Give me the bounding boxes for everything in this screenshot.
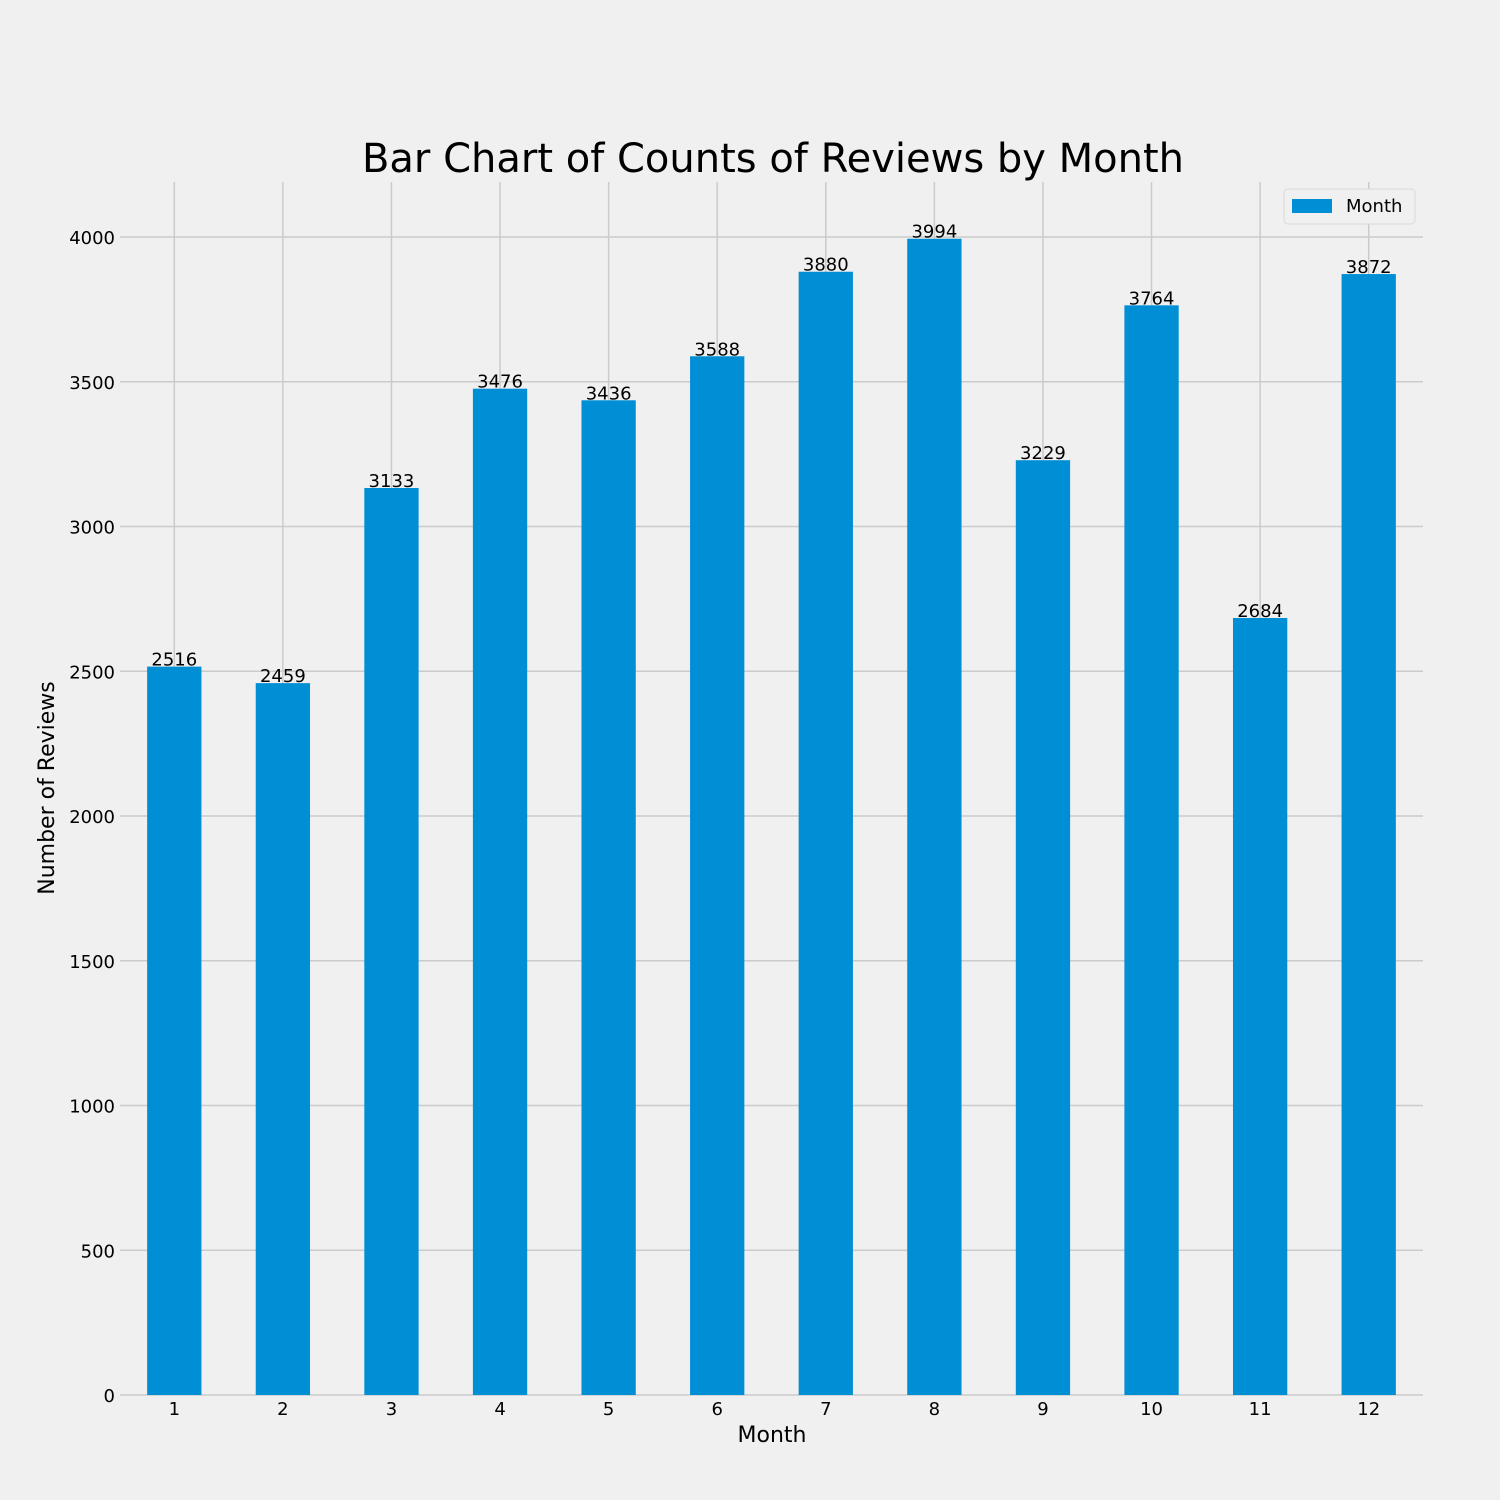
x-tick-label: 1 <box>169 1399 180 1420</box>
bar-value-label: 3229 <box>1020 443 1066 464</box>
data-labels: 2516 2459 3133 3476 3436 3588 3880 3994 3229 3764… <box>151 222 1391 687</box>
bar-value-label: 2516 <box>151 650 197 671</box>
x-tick-label: 5 <box>603 1399 614 1420</box>
bar-month-9 <box>1015 460 1071 1395</box>
y-tick-label: 3000 <box>69 518 115 539</box>
y-tick-label: 1500 <box>69 952 115 973</box>
legend: Month <box>1283 188 1416 225</box>
bar-value-label: 2459 <box>260 666 306 687</box>
bar-month-12 <box>1341 274 1396 1396</box>
y-tick-label: 2500 <box>69 662 115 683</box>
bar-value-label: 3588 <box>694 339 740 360</box>
bar-value-label: 3436 <box>586 383 632 404</box>
y-tick-label: 3500 <box>69 373 115 394</box>
bar-month-6 <box>690 356 745 1395</box>
x-tick-label: 11 <box>1249 1399 1272 1420</box>
bar-month-2 <box>255 683 311 1395</box>
bar-value-label: 2684 <box>1237 601 1283 622</box>
x-tick-label: 2 <box>277 1399 288 1420</box>
y-tick-label: 4000 <box>69 228 115 249</box>
x-tick-label: 9 <box>1037 1399 1048 1420</box>
bar-month-8 <box>907 238 962 1396</box>
x-tick-label: 10 <box>1140 1399 1163 1420</box>
x-axis-label: Month <box>738 1423 807 1448</box>
y-tick-label: 0 <box>104 1386 115 1407</box>
y-axis-label: Number of Reviews <box>35 681 60 895</box>
bar-month-1 <box>147 666 202 1395</box>
y-tick-label: 1000 <box>69 1097 115 1118</box>
legend-swatch <box>1292 199 1332 213</box>
y-tick-label: 2000 <box>69 807 115 828</box>
bar-value-label: 3872 <box>1346 257 1392 278</box>
bar-month-3 <box>364 488 419 1395</box>
chart-title: Bar Chart of Counts of Reviews by Month <box>362 136 1184 182</box>
x-tick-label: 8 <box>929 1399 940 1420</box>
bar-value-label: 3133 <box>369 471 415 492</box>
bar-value-label: 3880 <box>803 255 849 276</box>
bar-month-7 <box>798 271 853 1395</box>
x-tick-label: 12 <box>1357 1399 1380 1420</box>
y-tick-label: 500 <box>81 1241 115 1262</box>
bar-month-4 <box>472 388 528 1395</box>
bar-month-10 <box>1124 305 1179 1396</box>
legend-label: Month <box>1346 196 1402 217</box>
bar-value-label: 3476 <box>477 372 523 393</box>
y-tick-labels: 0 500 1000 1500 2000 2500 3000 3500 4000 <box>69 228 115 1407</box>
x-tick-label: 4 <box>494 1399 505 1420</box>
x-tick-label: 3 <box>386 1399 397 1420</box>
legend-box <box>1283 188 1416 225</box>
bars <box>147 238 1396 1396</box>
x-tick-label: 7 <box>820 1399 831 1420</box>
bar-value-label: 3994 <box>911 222 957 243</box>
bar-month-5 <box>581 400 636 1395</box>
bar-month-11 <box>1232 617 1288 1395</box>
x-tick-labels: 1 2 3 4 5 6 7 8 9 10 11 12 <box>169 1399 1381 1420</box>
bar-value-label: 3764 <box>1129 288 1175 309</box>
x-tick-label: 6 <box>711 1399 722 1420</box>
